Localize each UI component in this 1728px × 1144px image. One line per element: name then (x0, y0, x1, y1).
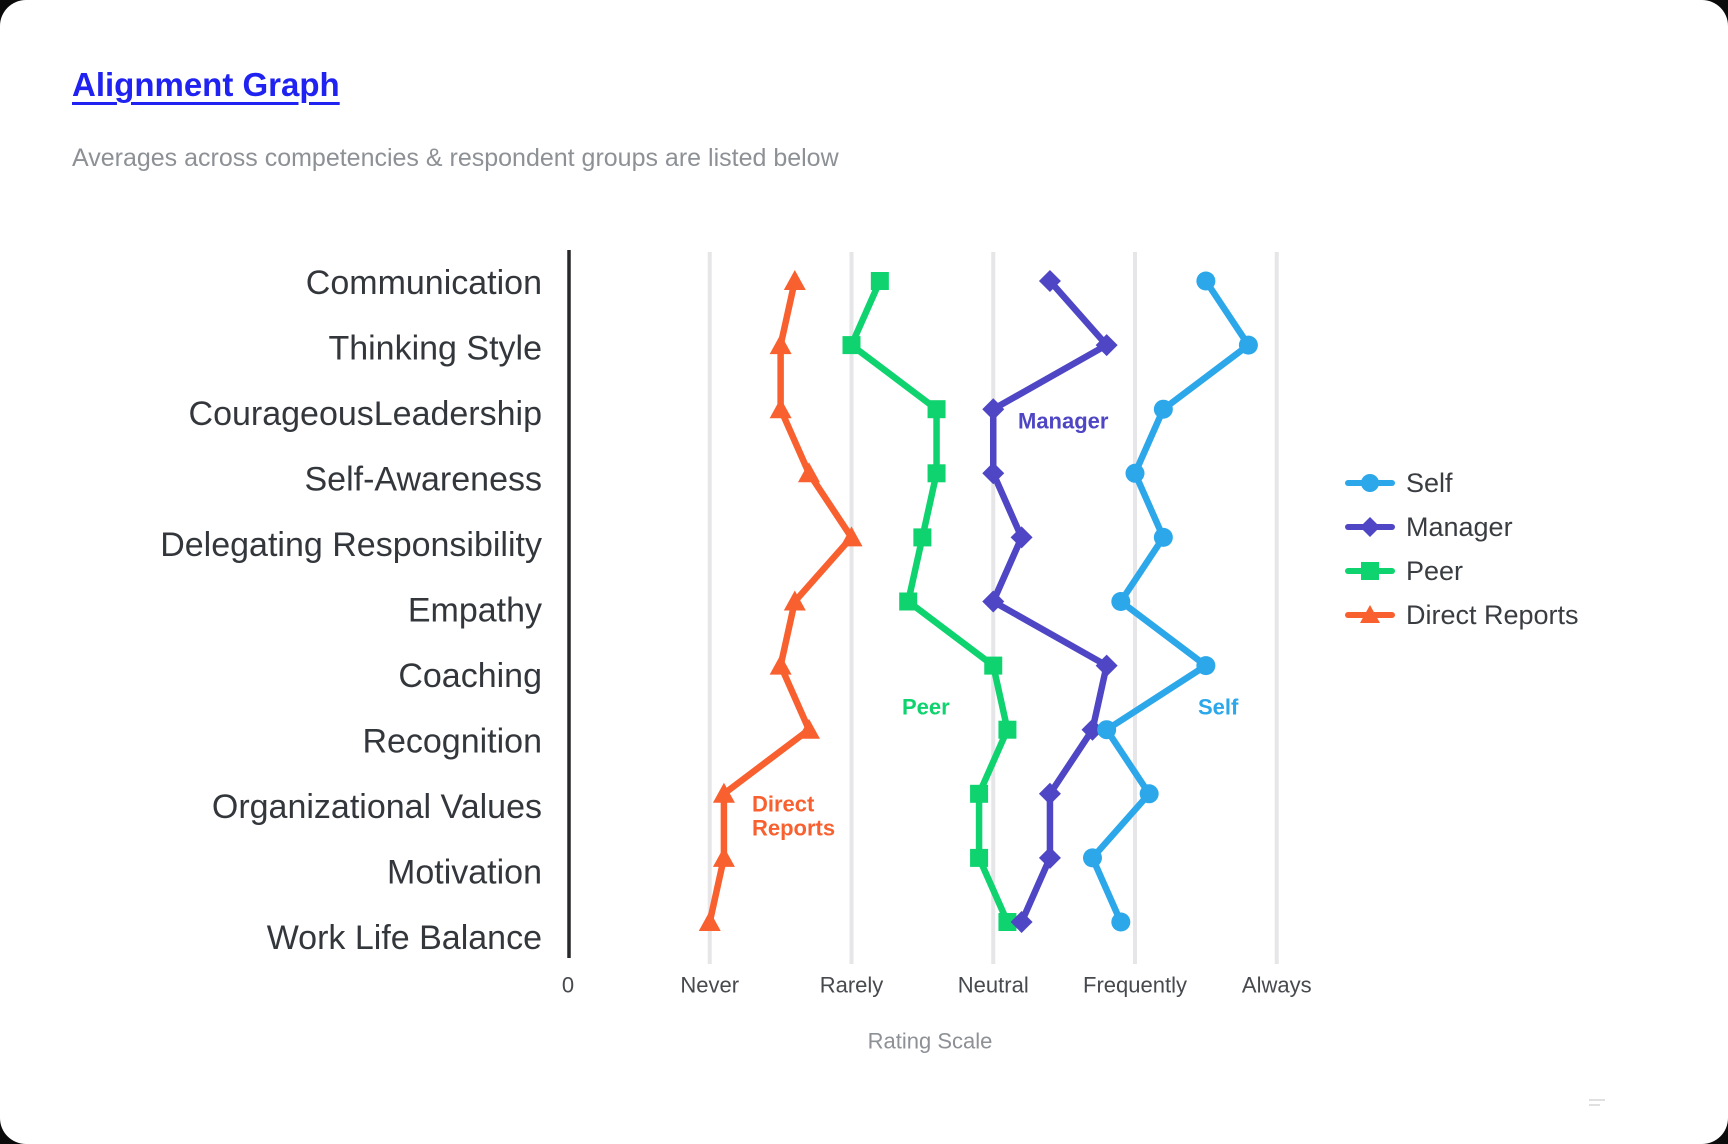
category-label: CourageousLeadership (189, 395, 542, 433)
category-label: Work Life Balance (267, 919, 542, 957)
manager-marker[interactable] (982, 590, 1005, 613)
manager-marker[interactable] (1010, 911, 1033, 933)
direct-reports-marker[interactable] (769, 334, 792, 355)
legend-item-direct-reports[interactable]: Direct Reports (1345, 600, 1579, 630)
legend-item-peer[interactable]: Peer (1345, 556, 1463, 586)
chart-subtitle: Averages across competencies & responden… (72, 144, 839, 172)
self-marker[interactable] (1238, 335, 1258, 355)
x-tick-label: Frequently (1083, 973, 1187, 998)
peer-marker[interactable] (927, 464, 946, 483)
manager-line (990, 277, 1110, 926)
direct-reports-marker[interactable] (783, 270, 806, 290)
peer-marker[interactable] (913, 528, 932, 547)
self-marker[interactable] (1153, 399, 1173, 419)
x-tick-label: Always (1242, 973, 1312, 998)
category-label: Organizational Values (212, 788, 542, 826)
direct-reports-marker[interactable] (712, 782, 735, 803)
category-label: Empathy (408, 592, 542, 630)
category-label: Recognition (362, 723, 542, 761)
x-tick-label: 0 (562, 973, 574, 998)
peer-marker[interactable] (984, 656, 1003, 675)
direct-reports-annotation: Reports (752, 816, 835, 841)
x-tick-label: Never (680, 973, 739, 998)
peer-marker[interactable] (970, 784, 989, 803)
page-title-link[interactable]: Alignment Graph (72, 66, 340, 103)
self-marker[interactable] (1082, 848, 1102, 868)
manager-marker[interactable] (1095, 334, 1118, 357)
peer-marker[interactable] (998, 913, 1017, 931)
direct-reports-annotation: Direct (752, 792, 815, 817)
x-tick-label: Rarely (820, 973, 884, 998)
self-marker[interactable] (1125, 463, 1145, 483)
manager-annotation: Manager (1018, 409, 1109, 434)
peer-legend-marker-icon (1361, 562, 1379, 580)
category-label: Self-Awareness (305, 461, 543, 499)
legend-label: Direct Reports (1406, 600, 1579, 630)
self-marker[interactable] (1139, 784, 1159, 804)
manager-marker[interactable] (1095, 654, 1118, 677)
direct-reports-marker[interactable] (769, 398, 792, 419)
direct-reports-marker[interactable] (769, 654, 792, 675)
direct-reports-marker[interactable] (797, 462, 820, 483)
self-marker[interactable] (1153, 527, 1173, 547)
direct-reports-marker[interactable] (783, 590, 806, 611)
peer-marker[interactable] (998, 720, 1017, 739)
manager-marker[interactable] (1038, 782, 1061, 805)
category-label: Thinking Style (328, 330, 542, 368)
peer-marker[interactable] (870, 272, 889, 290)
legend-label: Peer (1406, 556, 1463, 586)
legend-item-manager[interactable]: Manager (1345, 512, 1513, 542)
category-label: Communication (306, 264, 542, 302)
self-marker[interactable] (1196, 271, 1216, 291)
self-annotation: Self (1198, 695, 1239, 720)
manager-marker[interactable] (982, 398, 1005, 421)
category-label: Coaching (398, 657, 542, 695)
category-label: Motivation (387, 854, 542, 892)
peer-marker[interactable] (842, 336, 861, 355)
peer-marker[interactable] (899, 592, 918, 611)
self-marker[interactable] (1196, 656, 1216, 676)
manager-marker[interactable] (1038, 846, 1061, 869)
direct-reports-marker[interactable] (698, 911, 721, 931)
manager-marker[interactable] (982, 462, 1005, 485)
x-tick-label: Neutral (958, 973, 1029, 998)
peer-marker[interactable] (970, 848, 989, 867)
legend-label: Manager (1406, 512, 1513, 542)
peer-annotation: Peer (902, 695, 950, 720)
direct-reports-marker[interactable] (797, 718, 820, 739)
legend-label: Self (1406, 468, 1453, 498)
direct-reports-marker[interactable] (712, 846, 735, 867)
self-legend-marker-icon (1361, 474, 1379, 492)
category-label: Delegating Responsibility (160, 526, 542, 564)
manager-marker[interactable] (1038, 270, 1061, 292)
manager-legend-marker-icon (1360, 517, 1380, 537)
faint-corner-mark (1589, 1099, 1605, 1109)
direct-reports-legend-marker-icon (1360, 605, 1380, 623)
peer-marker[interactable] (927, 400, 946, 419)
self-marker[interactable] (1097, 720, 1117, 740)
manager-marker[interactable] (1010, 526, 1033, 549)
manager-marker[interactable] (1081, 718, 1104, 741)
x-axis-title: Rating Scale (868, 1029, 993, 1054)
direct-reports-marker[interactable] (840, 526, 863, 547)
self-marker[interactable] (1111, 592, 1131, 611)
self-marker[interactable] (1111, 912, 1131, 932)
legend-item-self[interactable]: Self (1345, 468, 1453, 498)
